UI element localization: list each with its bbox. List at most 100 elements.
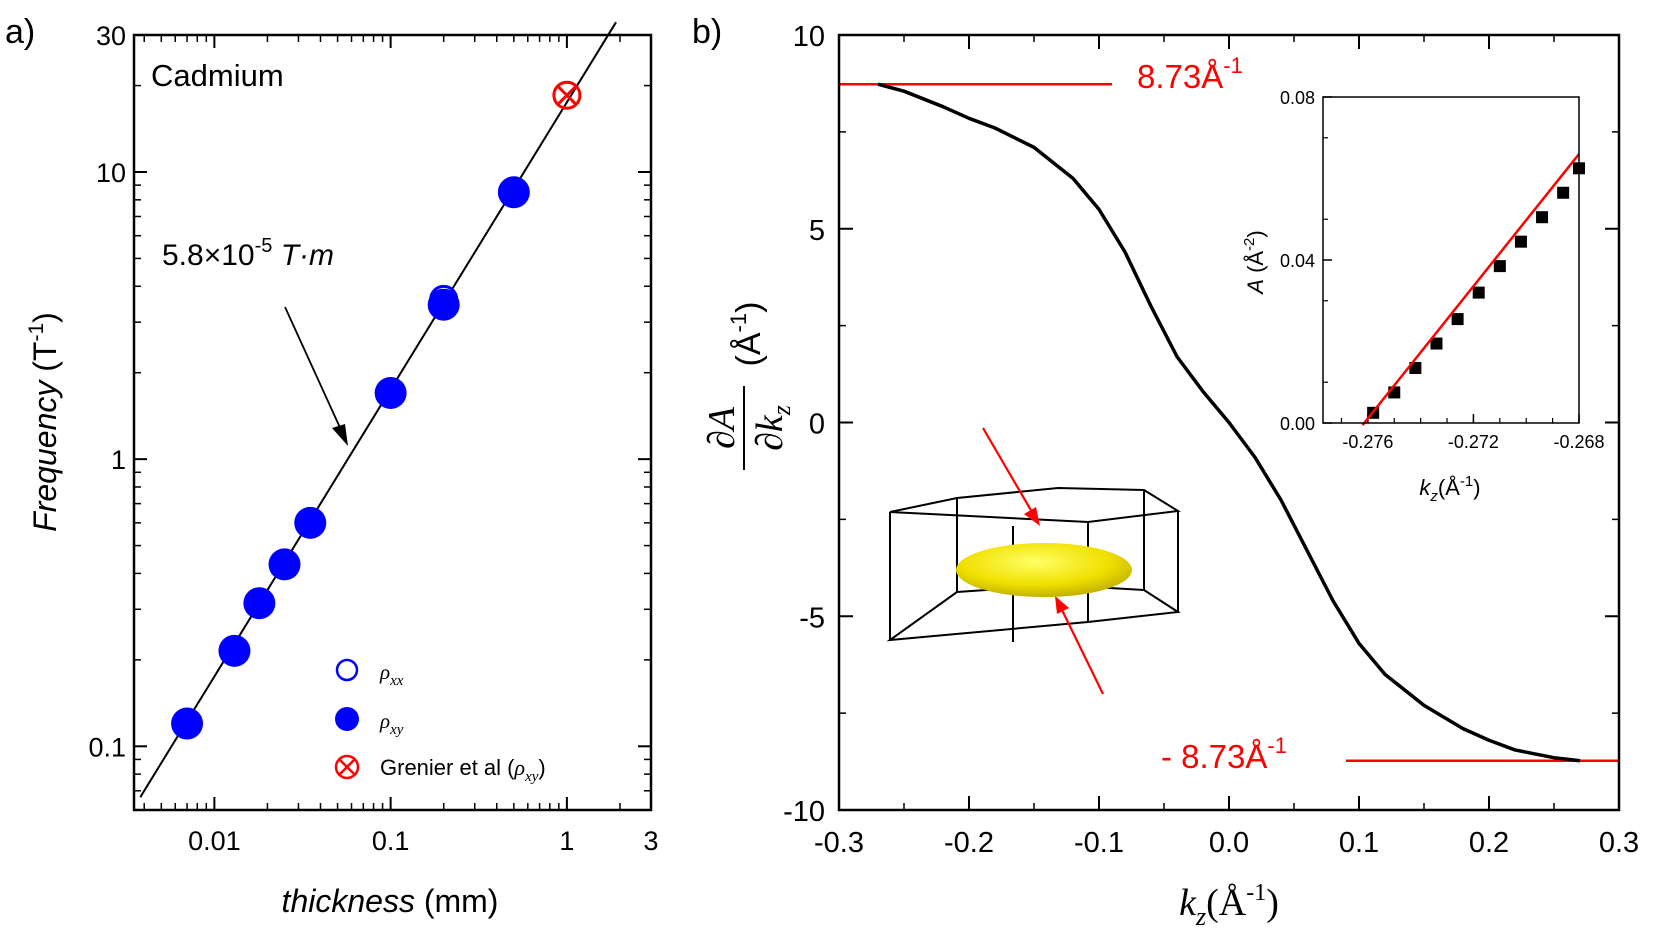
panel-a-fit-line: [139, 21, 617, 798]
inset-xlabel-unit-close: ): [1473, 475, 1480, 500]
red-arrows: [982, 427, 1104, 695]
inset-ylabel-unit-close: ): [1243, 230, 1268, 237]
data-point-rho-xy: [171, 707, 204, 740]
inset-xlabel-unit-sup: -1: [1460, 473, 1473, 490]
inset-data-point: [1409, 361, 1422, 374]
panel-a-annotation: 5.8×10-5 T·m: [162, 235, 348, 446]
y-tick-label: 0.1: [88, 732, 126, 762]
ylabel-unit-sup: -1: [726, 313, 751, 333]
panel-a-label: a): [5, 13, 35, 51]
inset-ylabel-main: A: [1243, 279, 1268, 296]
panel-a-minor-ticks: [134, 35, 651, 810]
panel-a-xlabel-unit: (mm): [424, 883, 499, 919]
legend-grenier-greek: ρ: [514, 755, 526, 780]
ylabel-denominator-main: ∂k: [749, 414, 791, 451]
inset-y-tick-label: 0.04: [1280, 251, 1315, 271]
panel-a-ylabel-unit-open: (T: [27, 342, 63, 372]
inset-data-point: [1514, 235, 1527, 248]
svg-text:Frequency (T-1): Frequency (T-1): [25, 312, 63, 532]
panel-a-major-ticks: 0.01 0.1 1 3 0.1 1 10 30: [88, 21, 658, 856]
panel-b-frame: [837, 33, 1621, 812]
svg-text:Grenier et al (ρxy): Grenier et al (ρxy): [380, 755, 546, 785]
panel-a-ylabel: Frequency: [27, 379, 63, 532]
svg-text:ρxy: ρxy: [379, 709, 404, 738]
data-point-rho-xy: [294, 506, 327, 539]
data-point-rho-xy: [243, 587, 276, 620]
inset-data-point: [1536, 211, 1549, 224]
ref-label-bottom: - 8.73Å-1: [1161, 733, 1287, 775]
svg-text:ρxx: ρxx: [379, 660, 404, 689]
y-tick-label: -5: [799, 602, 825, 634]
legend-grenier-sub: xy: [524, 769, 539, 785]
y-tick-label: -10: [783, 796, 825, 828]
ref-label-bottom-main: - 8.73Å: [1161, 738, 1267, 775]
ylabel-numerator: ∂A: [701, 406, 743, 449]
ref-label-bottom-sup: -1: [1267, 733, 1287, 758]
x-tick-label: 0.0: [1209, 827, 1249, 859]
inset-x-tick-label: -0.276: [1342, 432, 1393, 452]
inset-data-point: [1451, 313, 1464, 326]
ref-label-top: 8.73Å-1: [1137, 53, 1243, 95]
panel-b-curve: [877, 82, 1581, 763]
panel-b: b) -0.3 -0.2 -0.1 0.0 0.1 0.2 0.3 -10 -5 0 5 10 8.7…: [692, 13, 1639, 931]
panel-a-legend: ρxx ρxy Grenier et al (ρxy): [334, 658, 546, 785]
legend-rho-xy-main: ρ: [379, 709, 390, 733]
legend-rho-xy-sub: xy: [389, 722, 404, 738]
data-point-rho-xy: [268, 548, 301, 581]
inset-ylabel-unit-sup: -2: [1241, 238, 1258, 251]
panel-b-ylabel: ∂A ∂kz (Å-1): [701, 302, 796, 470]
ref-label-top-sup: -1: [1223, 53, 1243, 78]
x-tick-label: 0.1: [1339, 827, 1379, 859]
inset-xlabel-sub: z: [1429, 488, 1438, 505]
panel-a-ylabel-unit-sup: -1: [25, 323, 48, 342]
x-tick-label: -0.3: [814, 827, 864, 859]
legend-filled-circle-icon: [335, 707, 359, 731]
panel-b-xlabel-unit-open: (Å: [1206, 882, 1247, 924]
y-tick-label: 10: [793, 21, 825, 53]
x-tick-label: 0.3: [1599, 827, 1639, 859]
inset-fit-line: [1361, 153, 1580, 426]
inset-data-point: [1557, 186, 1570, 199]
panel-b-xlabel-sub: z: [1195, 902, 1206, 931]
svg-text:thickness (mm): thickness (mm): [282, 883, 499, 919]
legend-rho-xx-main: ρ: [379, 660, 390, 684]
annotation-arrow-shaft: [284, 306, 343, 433]
data-point-rho-xy: [497, 176, 530, 209]
panel-b-xlabel-unit-sup: -1: [1246, 880, 1266, 906]
legend-open-circle-icon: [335, 658, 359, 682]
panel-a-frame: [132, 33, 653, 812]
inset-data-point: [1472, 286, 1485, 299]
y-tick-label: 0: [809, 409, 825, 441]
annotation-main: 5.8×10: [162, 239, 255, 272]
panel-b-label: b): [692, 13, 722, 51]
panel-b-xlabel-unit-close: ): [1266, 882, 1279, 924]
inset-x-tick-label: -0.272: [1448, 432, 1499, 452]
inset-frame: [1322, 96, 1580, 424]
svg-text:∂kz: ∂kz: [749, 405, 796, 451]
legend-circle-x-icon: [334, 754, 360, 780]
inset-data-point: [1493, 260, 1506, 273]
legend-grenier-main: Grenier et al (: [380, 755, 515, 780]
panel-a-xlabel: thickness: [282, 883, 415, 919]
x-tick-label: 0.2: [1469, 827, 1509, 859]
fermi-pocket-illustration: [886, 427, 1181, 695]
svg-text:A (Å-2): A (Å-2): [1241, 230, 1268, 295]
svg-text:kz(Å-1): kz(Å-1): [1419, 473, 1480, 505]
data-point-rho-xy: [427, 288, 460, 321]
svg-text:(Å-1): (Å-1): [726, 302, 768, 367]
annotation-arrow-head: [332, 424, 348, 446]
legend-grenier-close: ): [538, 755, 545, 780]
x-tick-label: -0.1: [1074, 827, 1124, 859]
ylabel-unit-open: (Å: [730, 332, 768, 366]
inset-data-points: [1367, 162, 1585, 419]
annotation-sup: -5: [255, 235, 273, 257]
inset-ylabel-unit-open: (Å: [1243, 251, 1268, 279]
ref-label-top-main: 8.73Å: [1137, 58, 1223, 95]
inset-xlabel-main: k: [1419, 475, 1431, 500]
data-point-grenier: [552, 80, 582, 110]
panel-a-title: Cadmium: [151, 58, 284, 93]
y-tick-label: 5: [809, 215, 825, 247]
inset-ticks: -0.276 -0.272 -0.268 0.00 0.04 0.08: [1280, 88, 1605, 452]
